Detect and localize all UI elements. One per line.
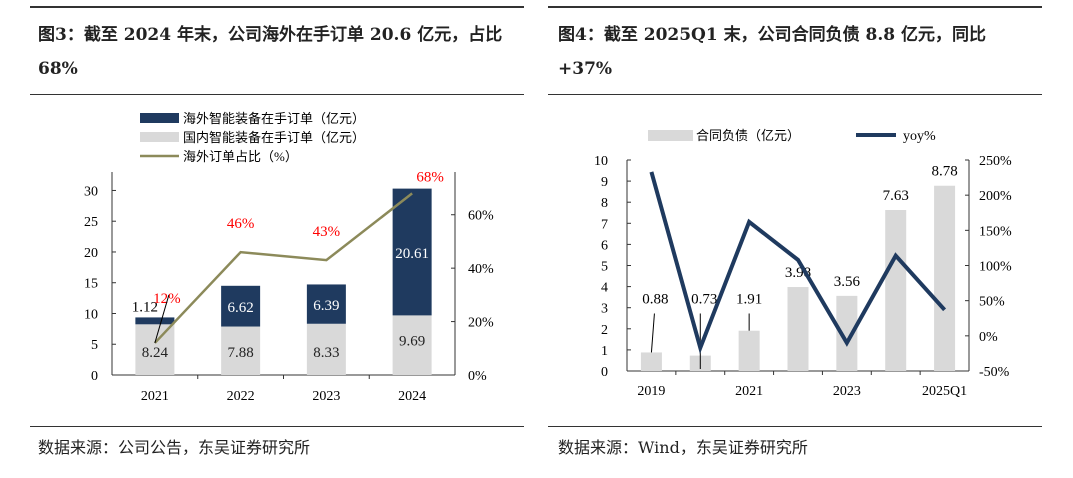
bar-overseas (221, 285, 261, 327)
y-tick-label: 25 (84, 215, 98, 230)
top-rule (548, 6, 1042, 8)
y-tick-label: 10 (594, 154, 608, 169)
line-overseas-share (153, 192, 413, 344)
label-overseas: 6.39 (313, 298, 339, 314)
leader-line (650, 313, 655, 353)
leader-line (154, 294, 170, 344)
bar-label: 1.91 (736, 291, 762, 307)
y-tick-label: 30 (84, 184, 98, 199)
y-tick-label: 10 (84, 307, 98, 322)
x-tick-label: 2023 (833, 384, 861, 399)
bar-overseas (135, 317, 175, 325)
bar-label: 7.63 (883, 188, 909, 204)
figure4-source: 数据来源：Wind，东吴证券研究所 (558, 438, 808, 457)
bar-label: 0.73 (691, 291, 717, 307)
bar-contract-liability (787, 287, 809, 371)
divider (548, 426, 1042, 427)
bar-overseas (392, 188, 432, 316)
y-tick-label: 0 (601, 365, 608, 380)
bar-contract-liability (738, 330, 760, 371)
bar-label: 0.88 (642, 291, 668, 307)
label-domestic: 8.24 (142, 345, 169, 361)
divider (30, 426, 524, 427)
bar-overseas (306, 284, 346, 324)
bar-domestic (306, 323, 346, 375)
line-yoy (649, 171, 947, 355)
y2-tick-label: 150% (979, 224, 1012, 239)
x-tick-label: 2022 (227, 389, 255, 404)
y-tick-label: 2 (601, 323, 608, 338)
x-tick-label: 2021 (141, 389, 169, 404)
y-tick-label: 0 (91, 369, 98, 384)
divider (30, 94, 524, 95)
bar-label: 8.78 (931, 164, 957, 180)
y2-tick-label: -50% (979, 365, 1010, 380)
label-domestic: 8.33 (313, 345, 339, 361)
legend-yoy: yoy% (903, 129, 936, 144)
label-overseas: 20.61 (395, 246, 429, 262)
y-tick-label: 8 (601, 196, 608, 211)
y2-tick-label: 40% (468, 262, 494, 277)
line-label: 68% (416, 169, 444, 185)
legend-domestic: 国内智能装备在手订单（亿元） (183, 130, 365, 145)
bar-contract-liability (885, 210, 907, 371)
y2-tick-label: 0% (979, 330, 998, 345)
y-tick-label: 15 (84, 277, 98, 292)
y2-tick-label: 100% (979, 260, 1012, 275)
bar-domestic (392, 315, 432, 375)
y-tick-label: 5 (91, 338, 98, 353)
y2-tick-label: 50% (979, 295, 1005, 310)
chart-contract-liabilities: 0 1 2 3 4 5 6 7 8 9 10 -50% 0% 50% 100% 150% 200% 250% 201… (594, 128, 1012, 399)
line-label: 46% (227, 216, 255, 232)
legend-swatch-overseas (140, 113, 179, 123)
figure3-title: 图3：截至 2024 年末，公司海外在手订单 20.6 亿元，占比 68% (38, 25, 503, 79)
figure3-source: 数据来源：公司公告，东吴证券研究所 (38, 438, 311, 457)
bar-domestic (221, 326, 261, 375)
y-tick-label: 4 (601, 281, 608, 296)
label-overseas: 1.12 (132, 299, 158, 315)
y-tick-label: 1 (601, 344, 608, 359)
x-tick-label: 2021 (735, 384, 763, 399)
bar-domestic (135, 324, 175, 375)
y2-tick-label: 250% (979, 154, 1012, 169)
legend-overseas: 海外智能装备在手订单（亿元） (183, 111, 365, 126)
y2-tick-label: 200% (979, 189, 1012, 204)
bar-contract-liability (934, 185, 956, 371)
y-tick-label: 5 (601, 260, 608, 275)
bar-label: 3.56 (834, 274, 861, 290)
x-tick-label: 2024 (398, 389, 426, 404)
bar-contract-liability (836, 295, 858, 371)
figure4-title: 图4：截至 2025Q1 末，公司合同负债 8.8 亿元，同比+37% (558, 25, 987, 79)
x-tick-label: 2025Q1 (922, 384, 967, 399)
y2-tick-label: 20% (468, 316, 494, 331)
bar-contract-liability (640, 352, 662, 371)
top-rule (30, 6, 524, 8)
x-tick-label: 2019 (637, 384, 665, 399)
y-tick-label: 9 (601, 175, 608, 190)
line-label: 12% (153, 291, 181, 307)
y-tick-label: 3 (601, 302, 608, 317)
y-tick-label: 7 (601, 217, 608, 232)
legend-swatch-liability (648, 130, 693, 141)
y-tick-label: 6 (601, 238, 608, 253)
legend-share: 海外订单占比（%） (183, 149, 298, 164)
label-overseas: 6.62 (228, 300, 254, 316)
legend-liability: 合同负债（亿元） (696, 128, 800, 143)
chart-overseas-orders: 0 5 10 15 20 25 30 0% 20% 40% 60% 2021 8.24 1.12 2022 7… (84, 111, 494, 404)
line-label: 43% (313, 224, 341, 240)
label-domestic: 9.69 (399, 333, 425, 349)
y-tick-label: 20 (84, 246, 98, 261)
label-domestic: 7.88 (228, 345, 254, 361)
y2-tick-label: 60% (468, 209, 494, 224)
legend-swatch-domestic (140, 132, 179, 142)
divider (548, 94, 1042, 95)
x-tick-label: 2023 (312, 389, 340, 404)
y2-tick-label: 0% (468, 369, 487, 384)
